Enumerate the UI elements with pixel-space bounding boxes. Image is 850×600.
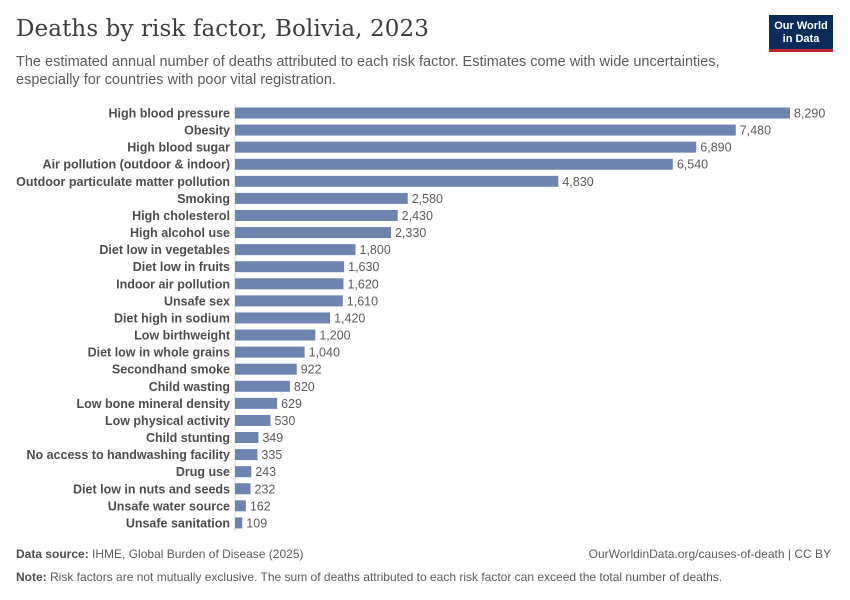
category-label: Indoor air pollution xyxy=(116,277,230,291)
bar[interactable] xyxy=(235,363,297,375)
logo-line-1: Our World xyxy=(774,20,828,32)
category-label: Diet low in fruits xyxy=(133,260,230,274)
value-label: 820 xyxy=(294,380,315,394)
value-label: 2,330 xyxy=(395,226,426,240)
bar[interactable] xyxy=(235,346,305,358)
category-label: High blood pressure xyxy=(108,107,230,121)
value-label: 1,620 xyxy=(347,277,378,291)
category-label: High alcohol use xyxy=(130,226,230,240)
bar[interactable] xyxy=(235,107,790,119)
category-label: Diet high in sodium xyxy=(114,311,230,325)
category-label: Obesity xyxy=(184,124,230,138)
value-label: 1,420 xyxy=(334,311,365,325)
value-label: 629 xyxy=(281,397,302,411)
value-label: 1,800 xyxy=(360,243,391,257)
bar[interactable] xyxy=(235,466,252,478)
bar[interactable] xyxy=(235,414,271,426)
category-label: Smoking xyxy=(177,192,230,206)
value-label: 4,830 xyxy=(562,175,593,189)
value-label: 349 xyxy=(262,431,283,445)
value-label: 1,610 xyxy=(347,294,378,308)
bar[interactable] xyxy=(235,278,344,290)
bar[interactable] xyxy=(235,295,343,307)
chart-title: Deaths by risk factor, Bolivia, 2023 xyxy=(16,16,429,42)
bar[interactable] xyxy=(235,517,243,529)
category-label: Diet low in vegetables xyxy=(99,243,230,257)
value-label: 530 xyxy=(274,414,295,428)
bars-group: High blood pressure 8,290 Obesity 7,480 High… xyxy=(16,107,825,531)
category-label: Child stunting xyxy=(146,431,230,445)
value-label: 8,290 xyxy=(794,107,825,121)
note-text: Risk factors are not mutually exclusive.… xyxy=(50,570,723,584)
value-label: 232 xyxy=(255,482,276,496)
value-label: 109 xyxy=(246,516,267,530)
bar[interactable] xyxy=(235,227,391,239)
bar[interactable] xyxy=(235,124,736,136)
bar[interactable] xyxy=(235,329,316,341)
value-label: 2,580 xyxy=(412,192,443,206)
category-label: Child wasting xyxy=(149,380,230,394)
bar[interactable] xyxy=(235,500,246,512)
data-source: Data source: IHME, Global Burden of Dise… xyxy=(16,547,303,561)
bar[interactable] xyxy=(235,192,408,204)
category-label: High blood sugar xyxy=(127,141,230,155)
category-label: High cholesterol xyxy=(132,209,230,223)
bar[interactable] xyxy=(235,397,278,409)
value-label: 162 xyxy=(250,499,271,513)
value-label: 1,040 xyxy=(309,346,340,360)
chart-subtitle: The estimated annual number of deaths at… xyxy=(16,54,720,88)
data-source-link[interactable]: IHME, Global Burden of Disease (2025) xyxy=(92,547,304,561)
value-label: 922 xyxy=(301,363,322,377)
bar-chart: High blood pressure 8,290 Obesity 7,480 High… xyxy=(16,104,825,532)
category-label: Secondhand smoke xyxy=(112,363,230,377)
category-label: Unsafe sanitation xyxy=(126,516,230,530)
value-label: 6,890 xyxy=(700,141,731,155)
value-label: 1,200 xyxy=(319,329,350,343)
data-source-label: Data source: xyxy=(16,547,89,561)
category-label: Unsafe water source xyxy=(108,499,230,513)
category-label: Diet low in whole grains xyxy=(88,346,230,360)
category-label: Outdoor particulate matter pollution xyxy=(16,175,230,189)
bar[interactable] xyxy=(235,312,331,324)
chart-note: Note: Risk factors are not mutually excl… xyxy=(16,570,722,584)
chart-url[interactable]: OurWorldinData.org/causes-of-death | CC … xyxy=(588,547,831,561)
value-label: 335 xyxy=(261,448,282,462)
value-label: 2,430 xyxy=(402,209,433,223)
value-label: 243 xyxy=(255,465,276,479)
owid-logo[interactable]: Our World in Data xyxy=(769,15,833,52)
logo-line-2: in Data xyxy=(782,32,820,45)
value-label: 7,480 xyxy=(740,124,771,138)
category-label: Low bone mineral density xyxy=(77,397,231,411)
bar[interactable] xyxy=(235,483,251,495)
bar[interactable] xyxy=(235,380,290,392)
bar[interactable] xyxy=(235,209,398,221)
bar[interactable] xyxy=(235,158,673,170)
bar[interactable] xyxy=(235,175,559,187)
value-label: 1,630 xyxy=(348,260,379,274)
category-label: No access to handwashing facility xyxy=(26,448,230,462)
category-label: Air pollution (outdoor & indoor) xyxy=(43,158,230,172)
value-label: 6,540 xyxy=(677,158,708,172)
category-label: Low birthweight xyxy=(134,329,231,343)
bar[interactable] xyxy=(235,432,259,444)
note-label: Note: xyxy=(16,570,47,584)
category-label: Drug use xyxy=(176,465,230,479)
category-label: Low physical activity xyxy=(105,414,230,428)
bar[interactable] xyxy=(235,449,258,461)
bar[interactable] xyxy=(235,244,356,256)
bar[interactable] xyxy=(235,141,697,153)
category-label: Unsafe sex xyxy=(164,294,230,308)
category-label: Diet low in nuts and seeds xyxy=(73,482,230,496)
bar[interactable] xyxy=(235,261,345,273)
